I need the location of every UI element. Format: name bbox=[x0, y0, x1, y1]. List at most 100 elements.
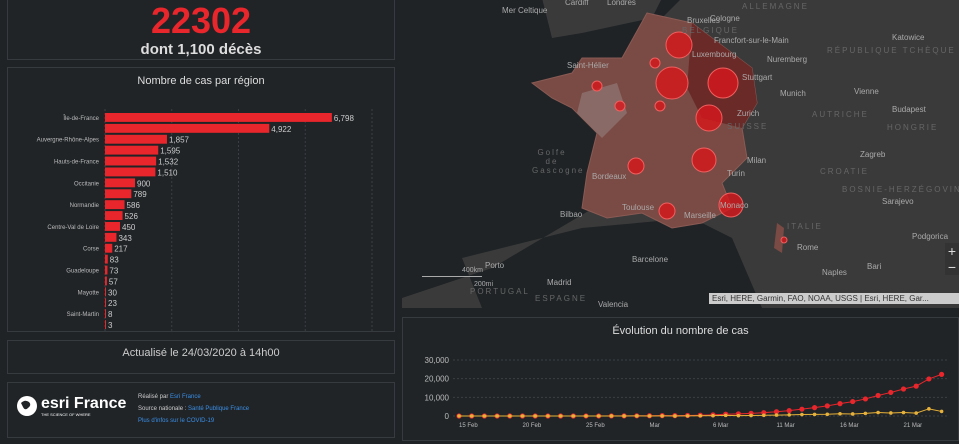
data-point bbox=[635, 414, 639, 418]
map-place-label: Cardiff bbox=[565, 0, 589, 7]
logo-text: esri France bbox=[41, 394, 127, 412]
bar bbox=[105, 134, 167, 144]
data-point bbox=[900, 386, 907, 392]
case-bubble bbox=[655, 66, 689, 100]
map-place-label: Nuremberg bbox=[767, 55, 808, 64]
bar-value-label: 789 bbox=[133, 190, 147, 199]
case-bubble bbox=[649, 57, 661, 69]
data-point bbox=[927, 407, 931, 411]
bar bbox=[105, 309, 106, 319]
logo-tagline: THE SCIENCE OF WHERE bbox=[41, 411, 91, 417]
category-label: Corse bbox=[83, 247, 100, 253]
data-point bbox=[584, 414, 588, 418]
data-point bbox=[812, 412, 817, 417]
data-point bbox=[850, 398, 856, 405]
made-by-link[interactable]: Esri France bbox=[170, 394, 201, 400]
data-point bbox=[762, 413, 766, 418]
map-place-label: Cologne bbox=[710, 14, 740, 23]
x-tick-label: 21 Mar bbox=[904, 423, 923, 429]
bar bbox=[105, 167, 156, 177]
bar bbox=[105, 123, 270, 133]
bar-value-label: 57 bbox=[109, 277, 118, 286]
data-point bbox=[926, 376, 932, 382]
data-point bbox=[571, 414, 576, 418]
bar bbox=[105, 145, 159, 155]
data-point bbox=[888, 389, 894, 396]
bar bbox=[105, 320, 106, 329]
esri-logo[interactable]: esri France THE SCIENCE OF WHERE bbox=[16, 395, 126, 417]
data-point bbox=[773, 409, 780, 415]
more-info-link[interactable]: Plus d'infos sur le COVID-19 bbox=[138, 418, 215, 424]
data-point bbox=[761, 410, 767, 416]
map-place-label: Barcelone bbox=[632, 255, 669, 264]
zoom-out-button[interactable]: − bbox=[947, 259, 957, 275]
data-point bbox=[660, 414, 664, 418]
case-bubble bbox=[780, 236, 788, 244]
region-chart-panel: Nombre de cas par région 6,798 Île-de-Fra… bbox=[7, 67, 395, 332]
map-place-label: Vienne bbox=[854, 87, 879, 96]
region-centre bbox=[577, 83, 627, 138]
data-point bbox=[673, 414, 677, 418]
data-point bbox=[889, 411, 893, 415]
data-point bbox=[508, 414, 512, 418]
x-tick-label: 15 Feb bbox=[459, 423, 478, 429]
map-place-label: PORTUGAL bbox=[470, 287, 530, 296]
zoom-in-button[interactable]: + bbox=[947, 243, 957, 259]
data-point bbox=[939, 409, 944, 414]
data-point bbox=[774, 413, 779, 417]
bar-value-label: 343 bbox=[118, 234, 132, 243]
bar-value-label: 1,532 bbox=[158, 158, 179, 167]
map-view[interactable]: Cardiff Londres Mer Celtique Bruxelles Colog… bbox=[402, 0, 959, 309]
source-link[interactable]: Santé Publique France bbox=[188, 406, 250, 412]
category-label: Normandie bbox=[70, 203, 100, 209]
data-point bbox=[875, 392, 881, 399]
deaths-text: dont 1,100 décès bbox=[140, 41, 262, 58]
map-place-label: Francfort-sur-le-Main bbox=[714, 36, 789, 45]
data-point bbox=[647, 414, 652, 418]
bar-value-label: 900 bbox=[137, 179, 151, 188]
map-place-label: RÉPUBLIQUE TCHÈQUE bbox=[827, 46, 956, 55]
data-point bbox=[609, 414, 614, 418]
bar-value-label: 1,510 bbox=[157, 168, 178, 177]
map-canvas[interactable] bbox=[402, 0, 959, 308]
uk-land bbox=[542, 0, 661, 38]
map-place-label: Bruxelles bbox=[687, 16, 720, 25]
category-label: Guadeloupe bbox=[66, 269, 99, 275]
bar bbox=[105, 200, 125, 210]
category-label: Hauts-de-France bbox=[54, 160, 100, 166]
map-place-label: ITALIE bbox=[787, 222, 823, 231]
bar bbox=[105, 287, 107, 297]
map-attribution: Esri, HERE, Garmin, FAO, NOAA, USGS | Es… bbox=[709, 293, 959, 304]
bar-value-label: 450 bbox=[122, 223, 136, 232]
map-place-label: Monaco bbox=[720, 201, 749, 210]
map-place-label: Sarajevo bbox=[882, 197, 914, 206]
data-point bbox=[939, 371, 945, 377]
data-point bbox=[901, 410, 906, 415]
map-place-label: Valencia bbox=[598, 300, 629, 309]
data-point bbox=[469, 414, 474, 418]
data-point bbox=[558, 414, 563, 418]
bar-value-label: 1,595 bbox=[160, 147, 181, 156]
data-point bbox=[495, 414, 499, 418]
map-place-label: AUTRICHE bbox=[812, 110, 869, 119]
y-tick-label: 0 bbox=[445, 412, 450, 421]
map-place-label: Podgorica bbox=[912, 232, 949, 241]
data-point bbox=[546, 414, 550, 418]
series-line bbox=[459, 373, 942, 417]
x-tick-label: 16 Mar bbox=[840, 423, 859, 429]
x-tick-label: 6 Mar bbox=[713, 423, 728, 429]
case-bubble bbox=[665, 31, 693, 59]
data-point bbox=[799, 406, 805, 412]
category-label: Mayotte bbox=[78, 290, 100, 296]
map-place-label: Toulouse bbox=[622, 203, 655, 212]
map-place-label: HONGRIE bbox=[887, 123, 939, 132]
bar bbox=[105, 243, 113, 253]
map-place-label: Milan bbox=[747, 156, 767, 165]
data-point bbox=[749, 413, 753, 418]
bar bbox=[105, 265, 108, 275]
bar-value-label: 6,798 bbox=[334, 114, 355, 123]
map-place-label: Madrid bbox=[547, 278, 572, 287]
map-place-label: Rome bbox=[797, 243, 819, 252]
data-point bbox=[622, 414, 626, 418]
scale-km: 400km bbox=[462, 267, 484, 274]
